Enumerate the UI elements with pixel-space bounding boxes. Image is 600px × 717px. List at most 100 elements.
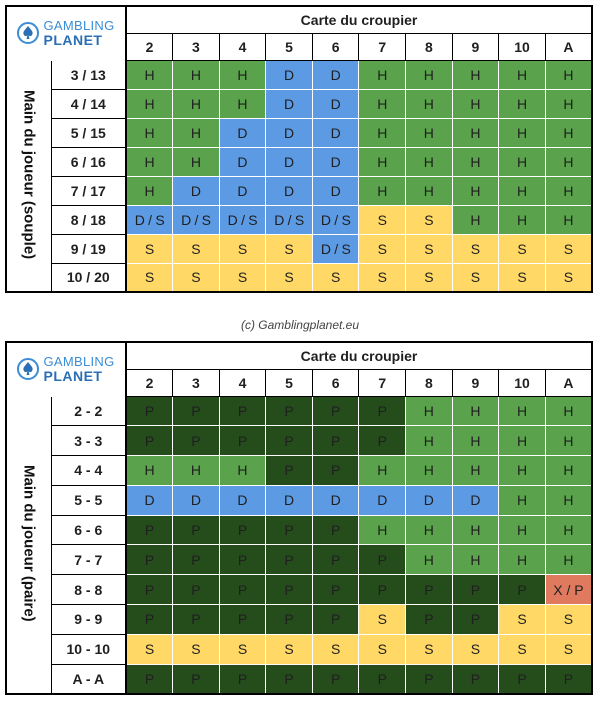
strategy-cell: H: [544, 484, 593, 516]
strategy-cell: D: [311, 59, 360, 90]
spade-planet-icon: [17, 358, 40, 381]
strategy-cell: P: [405, 604, 453, 635]
strategy-cell: P: [451, 574, 500, 606]
dealer-card-7: 7: [358, 368, 407, 397]
strategy-cell: H: [451, 425, 500, 457]
strategy-cell: P: [358, 663, 407, 695]
player-hand-label: 6 - 6: [50, 514, 127, 546]
strategy-cell: X / P: [544, 574, 593, 606]
strategy-cell: H: [405, 146, 453, 177]
strategy-cell: P: [544, 663, 593, 695]
strategy-cell: D: [218, 175, 267, 206]
player-hand-label: 4 / 14: [50, 88, 127, 119]
strategy-cell: P: [125, 663, 174, 695]
strategy-cell: H: [498, 204, 546, 235]
strategy-cell: S: [405, 204, 453, 235]
logo-line-1: GAMBLING: [43, 354, 115, 370]
player-hand-label: 4 - 4: [50, 455, 127, 486]
strategy-cell: P: [218, 395, 267, 427]
strategy-cell: S: [498, 262, 546, 293]
strategy-cell: P: [311, 395, 360, 427]
strategy-cell: P: [498, 574, 546, 606]
logo-line-2: PLANET: [43, 32, 103, 49]
strategy-cell: H: [405, 425, 453, 457]
strategy-cell: S: [172, 633, 220, 665]
strategy-cell: H: [498, 117, 546, 148]
strategy-cell: D / S: [311, 204, 360, 235]
player-hand-label: 10 / 20: [50, 262, 127, 293]
logo-cell: GAMBLING PLANET: [5, 341, 127, 397]
strategy-cell: P: [311, 455, 360, 486]
strategy-cell: P: [125, 604, 174, 635]
strategy-cell: D: [311, 484, 360, 516]
player-hand-label: 7 / 17: [50, 175, 127, 206]
dealer-cards-row: 2 3 4 5 6 7 8 9 10 A: [6, 32, 593, 61]
dealer-cards-row: 2 3 4 5 6 7 8 9 10 A: [6, 368, 593, 397]
strategy-cell: P: [218, 574, 267, 606]
strategy-cell: S: [544, 262, 593, 293]
strategy-cell: H: [451, 544, 500, 576]
strategy-cell: P: [218, 663, 267, 695]
strategy-cell: S: [358, 233, 407, 264]
dealer-card-2: 2: [125, 32, 174, 61]
strategy-cell: S: [405, 262, 453, 293]
strategy-cell: H: [125, 59, 174, 90]
strategy-cell: H: [544, 395, 593, 427]
player-hand-label: 9 / 19: [50, 233, 127, 264]
table-row: 4 / 14 H H H D D H H H H H: [6, 88, 593, 119]
strategy-cell: H: [405, 544, 453, 576]
strategy-cell: P: [218, 425, 267, 457]
strategy-cell: P: [125, 395, 174, 427]
gambling-planet-logo: GAMBLING PLANET: [7, 354, 124, 385]
strategy-cell: P: [311, 574, 360, 606]
table-row: 7 / 17 H D D D D H H H H H: [6, 175, 593, 206]
strategy-cell: D: [265, 59, 313, 90]
strategy-cell: D: [311, 175, 360, 206]
strategy-cell: S: [265, 262, 313, 293]
strategy-cell: S: [544, 604, 593, 635]
strategy-cell: P: [311, 544, 360, 576]
strategy-cell: H: [451, 88, 500, 119]
dealer-card-8: 8: [405, 32, 453, 61]
player-hand-label: 9 - 9: [50, 604, 127, 635]
strategy-cell: H: [544, 146, 593, 177]
dealer-card-a: A: [544, 32, 593, 61]
strategy-cell: S: [311, 633, 360, 665]
strategy-cell: D: [172, 175, 220, 206]
strategy-cell: S: [125, 233, 174, 264]
strategy-cell: H: [498, 59, 546, 90]
strategy-cell: D: [311, 117, 360, 148]
strategy-cell: D / S: [125, 204, 174, 235]
dealer-card-10: 10: [498, 32, 546, 61]
strategy-cell: H: [405, 395, 453, 427]
player-hand-side-label: Main du joueur (souple): [5, 59, 52, 293]
strategy-cell: H: [405, 59, 453, 90]
strategy-cell: S: [544, 233, 593, 264]
strategy-cell: H: [451, 117, 500, 148]
player-hand-label: 8 - 8: [50, 574, 127, 606]
strategy-cell: S: [498, 233, 546, 264]
strategy-cell: H: [451, 395, 500, 427]
strategy-cell: H: [451, 455, 500, 486]
strategy-cell: P: [311, 604, 360, 635]
player-hand-label: A - A: [50, 663, 127, 695]
strategy-cell: H: [125, 88, 174, 119]
strategy-cell: S: [218, 262, 267, 293]
player-hand-label: 2 - 2: [50, 395, 127, 427]
strategy-cell: P: [451, 663, 500, 695]
strategy-cell: H: [405, 514, 453, 546]
strategy-cell: H: [172, 117, 220, 148]
strategy-cell: S: [451, 233, 500, 264]
title-row: GAMBLING PLANET Carte du croupier: [5, 341, 593, 397]
strategy-cell: P: [265, 455, 313, 486]
strategy-cell: H: [498, 175, 546, 206]
strategy-cell: D: [218, 146, 267, 177]
logo-line-2: PLANET: [43, 368, 103, 385]
strategy-cell: H: [544, 88, 593, 119]
strategy-cell: H: [544, 544, 593, 576]
strategy-cell: D: [265, 88, 313, 119]
table-row: 6 / 16 H H D D D H H H H H: [6, 146, 593, 177]
